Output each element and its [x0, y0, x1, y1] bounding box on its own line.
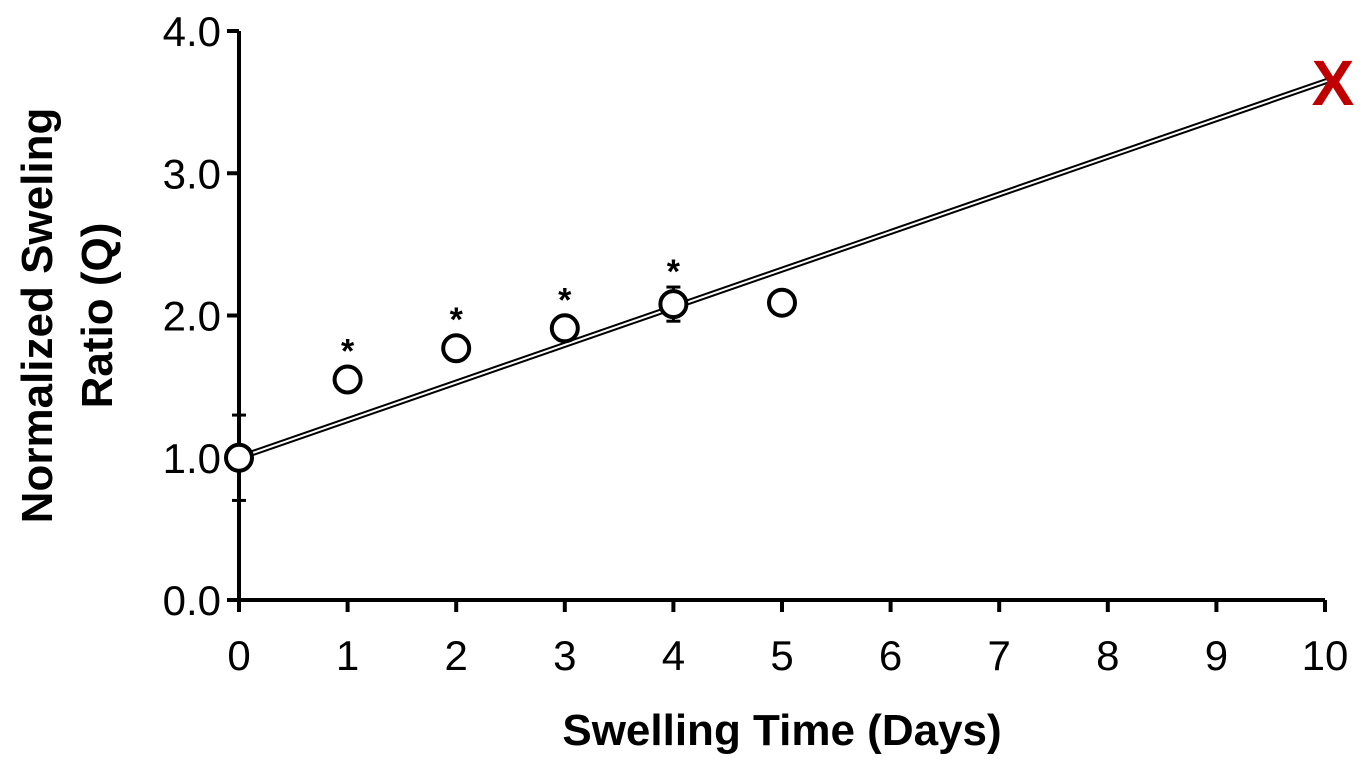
y-tick-label: 3.0 — [163, 150, 221, 197]
significance-marker: * — [341, 333, 355, 371]
data-point — [658, 289, 689, 320]
data-point — [224, 442, 254, 473]
end-marker: X — [1312, 47, 1355, 119]
x-tick-label: 8 — [1096, 632, 1119, 679]
y-axis-title-line-2: Ratio (Q) — [73, 223, 122, 409]
y-tick-label: 4.0 — [163, 8, 221, 55]
y-tick-label: 1.0 — [163, 435, 221, 482]
trendline-group — [238, 75, 1334, 461]
x-tick-label: 5 — [770, 632, 793, 679]
significance-marker: * — [558, 281, 572, 319]
tick-labels-group: 0.0 1.0 2.0 3.0 4.0 0 1 2 3 4 5 6 7 8 9 10 — [163, 8, 1349, 679]
x-tick-label: 7 — [988, 632, 1011, 679]
significance-marker: * — [667, 253, 681, 291]
x-tick-label: 10 — [1302, 632, 1349, 679]
x-tick-label: 6 — [879, 632, 902, 679]
data-point — [767, 287, 797, 318]
x-tick-label: 4 — [662, 632, 685, 679]
data-points-group — [224, 285, 797, 502]
data-point — [549, 313, 580, 344]
significance-marker: * — [450, 301, 464, 339]
x-tick-label: 1 — [336, 632, 359, 679]
data-point — [332, 364, 363, 395]
x-axis-title: Swelling Time (Days) — [562, 706, 1001, 755]
annotations-group: * * * * — [341, 253, 681, 370]
y-tick-label: 2.0 — [163, 293, 221, 340]
axes-group — [227, 29, 1327, 612]
x-tick-label: 0 — [227, 632, 250, 679]
trendline-inner — [238, 77, 1334, 459]
y-axis-title-line-1: Normalized Sweling — [13, 108, 62, 524]
x-tick-label: 9 — [1205, 632, 1228, 679]
y-tick-label: 0.0 — [163, 577, 221, 624]
x-tick-label: 3 — [553, 632, 576, 679]
x-tick-label: 2 — [445, 632, 468, 679]
data-point — [441, 333, 472, 364]
